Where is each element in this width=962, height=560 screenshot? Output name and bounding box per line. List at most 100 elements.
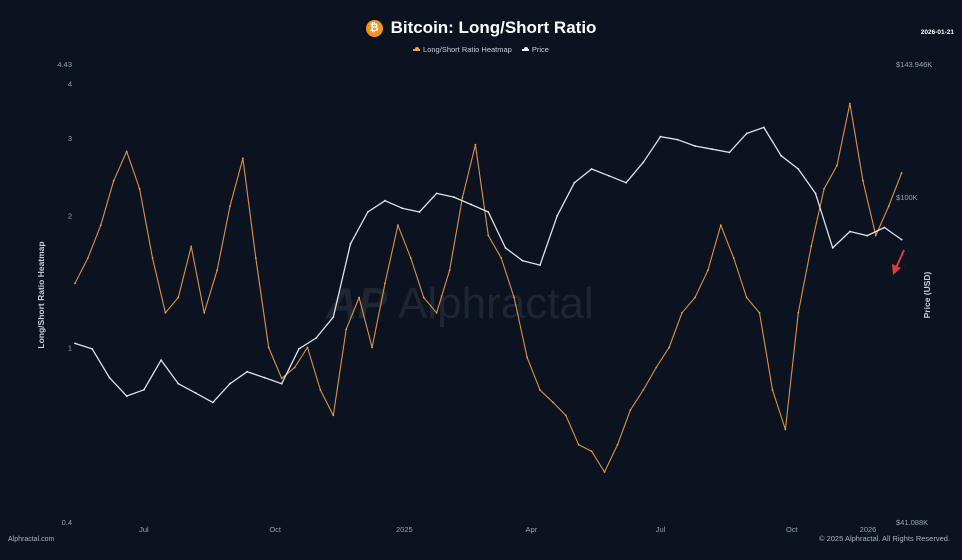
heatmap-point [823,187,825,190]
heatmap-point [461,196,464,199]
heatmap-point [306,346,309,349]
watermark-text: Alphractal [398,279,594,328]
price-point [866,234,869,237]
legend-swatch-price [521,47,529,51]
heatmap-point [280,377,283,380]
heatmap-point [293,366,296,369]
heatmap-point [190,245,193,248]
x-tick-label: Oct [269,525,282,534]
heatmap-point [384,282,386,285]
heatmap-point [138,187,141,190]
price-point [849,230,851,233]
heatmap-point [836,164,838,167]
x-tick-label: 2025 [396,525,413,534]
price-point [883,226,886,229]
heatmap-point [590,450,593,453]
price-point [160,359,163,361]
legend-item-heatmap[interactable]: Long/Short Ratio Heatmap [413,45,512,54]
heatmap-point [745,296,748,299]
heatmap-point [732,257,735,259]
heatmap-point [358,296,360,299]
heatmap-point [719,224,722,227]
left-axis: 0.4 1 2 3 4 4.43 [57,60,72,527]
price-point [280,382,283,385]
right-axis-title: Price (USD) [922,271,932,318]
heatmap-point [707,269,709,272]
price-point [608,174,610,177]
price-point [728,151,731,154]
heatmap-point [87,257,89,259]
heatmap-point [332,414,335,417]
y-tick-label: 3 [68,134,72,143]
heatmap-point [177,296,180,299]
price-point [194,392,197,394]
heatmap-point [500,257,503,259]
heatmap-point [371,346,373,349]
heatmap-point [862,179,864,182]
heatmap-point [771,389,774,391]
price-point [263,376,266,379]
footer-site: Alphractal.com [8,536,55,543]
heatmap-point [526,356,528,359]
price-point [900,238,903,241]
heatmap-point [99,224,102,227]
heatmap-point [216,269,219,272]
price-point [349,242,352,245]
heatmap-point [603,471,606,473]
price-point [762,126,765,129]
price-point [521,259,524,262]
heatmap-point [642,389,645,391]
price-point [418,211,421,213]
heatmap-point [655,366,658,369]
heatmap-point [74,282,76,285]
price-point [556,214,559,217]
heatmap-point [874,234,877,237]
right-axis: $143.946K $100K $41.088K [896,60,932,527]
watermark: AP Alphractal [325,279,594,328]
legend-item-price[interactable]: Price [521,45,549,54]
x-axis: Jul Oct 2025 Apr Jul Oct 2026 [139,525,876,534]
price-point [590,168,593,170]
y2-tick-label: $143.946K [896,60,932,69]
price-point [453,196,455,199]
price-point [211,401,214,404]
price-point [711,148,714,151]
heatmap-point [397,224,399,227]
heatmap-point [810,245,813,248]
legend: Long/Short Ratio Heatmap Price [0,45,962,54]
price-point [694,145,696,147]
price-point [74,342,76,345]
x-tick-label: 2026 [860,525,877,534]
price-point [384,199,386,202]
price-point [831,247,834,249]
title-text: Bitcoin: Long/Short Ratio [390,18,597,37]
heatmap-point [758,311,761,314]
y2-tick-label: $41.088K [896,518,928,527]
heatmap-point [345,328,348,331]
x-tick-label: Jul [139,525,149,534]
legend-swatch-heatmap [413,47,421,51]
chart-title: ₿ Bitcoin: Long/Short Ratio [0,18,962,38]
heatmap-point [784,428,787,431]
legend-label-heatmap: Long/Short Ratio Heatmap [423,45,512,54]
price-point [745,132,748,135]
footer-copyright: © 2025 Alphractal. All Rights Reserved. [818,534,950,543]
heatmap-point [267,346,270,349]
heatmap-point [319,389,322,391]
price-point [625,181,627,184]
x-tick-label: Apr [526,525,538,534]
price-point [315,337,317,339]
series-layer [74,102,903,473]
price-point [366,211,369,213]
price-point [401,207,404,210]
heatmap-point [409,257,412,259]
legend-label-price: Price [531,45,549,54]
heatmap-point [797,311,800,314]
y-tick-label: 1 [68,343,72,352]
heatmap-point [552,401,554,404]
price-point [504,247,507,249]
heatmap-point [164,311,167,314]
price-point [470,203,472,206]
heatmap-point [422,296,425,299]
y-tick-label: 4 [68,79,72,88]
